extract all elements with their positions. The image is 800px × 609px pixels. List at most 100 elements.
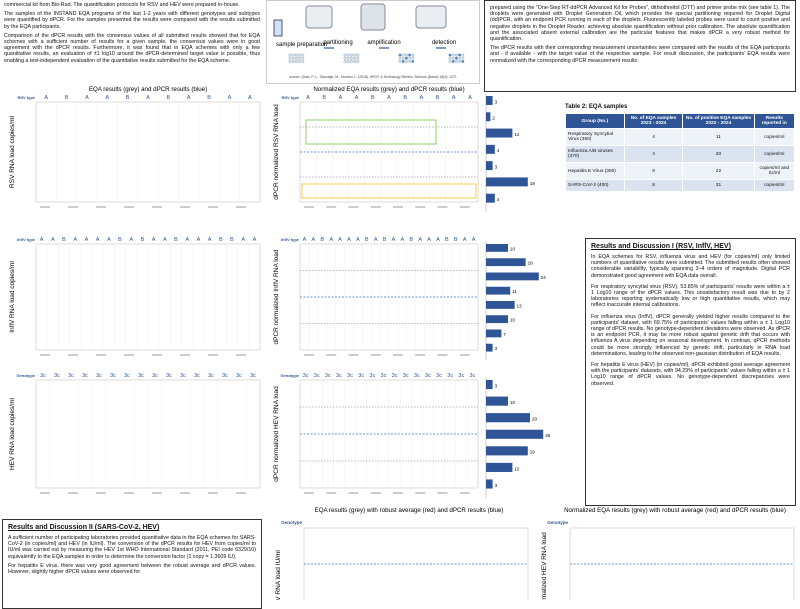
paragraph: A sufficient number of participating lab… bbox=[8, 535, 256, 560]
type-value: B bbox=[436, 95, 440, 101]
type-value: B bbox=[230, 237, 234, 243]
type-value: B bbox=[126, 95, 130, 101]
type-value: B bbox=[365, 237, 369, 243]
workflow-step: detection bbox=[432, 40, 456, 46]
header-cell: No. of positive EQA samples 2022 - 2024 bbox=[682, 113, 755, 129]
bottom-chart: Normalized EQA results (grey) with robus… bbox=[541, 507, 795, 600]
type-value: B bbox=[118, 237, 122, 243]
droplet bbox=[401, 59, 405, 63]
type-value: 3c bbox=[250, 373, 256, 379]
bar-label: 7 bbox=[503, 332, 506, 337]
type-value: A bbox=[40, 237, 44, 243]
droplet bbox=[356, 56, 360, 60]
x-axis-ticks bbox=[40, 206, 50, 208]
droplet bbox=[353, 59, 357, 63]
bar bbox=[486, 112, 491, 122]
type-value: A bbox=[146, 95, 150, 101]
chart-title: EQA results (grey) with robust average (… bbox=[315, 507, 504, 514]
type-value: A bbox=[418, 237, 422, 243]
x-axis-ticks bbox=[236, 354, 246, 356]
type-value: B bbox=[167, 95, 171, 101]
x-axis-ticks bbox=[304, 492, 314, 494]
droplet bbox=[291, 53, 295, 57]
type-value: A bbox=[187, 95, 191, 101]
bar bbox=[486, 479, 493, 489]
droplet bbox=[343, 59, 347, 63]
section-title: Results and Discussion II (SARS-CoV-2, H… bbox=[8, 524, 160, 531]
type-value: B bbox=[371, 95, 375, 101]
type-value: A bbox=[85, 237, 89, 243]
type-value: B bbox=[403, 95, 407, 101]
y-axis-label: dPCR normalized HEV RNA load bbox=[541, 532, 548, 600]
type-value: A bbox=[356, 237, 360, 243]
droplet bbox=[451, 56, 455, 60]
methods-text: prepared using the "One-Step RT-ddPCR Ad… bbox=[484, 0, 796, 92]
bar-label: 3 bbox=[495, 346, 498, 351]
x-axis-ticks bbox=[124, 354, 134, 356]
table-cell: 11 bbox=[682, 128, 755, 146]
droplet bbox=[356, 53, 360, 57]
type-label: Genotype bbox=[17, 373, 36, 378]
type-value: B bbox=[454, 237, 458, 243]
bar bbox=[486, 177, 528, 187]
droplet bbox=[298, 56, 302, 60]
type-value: A bbox=[73, 237, 77, 243]
bar-chart: 10 18 24 11 13 10 7 3 bbox=[485, 242, 547, 360]
type-value: 3c bbox=[403, 373, 409, 379]
droplet bbox=[408, 53, 412, 57]
y-axis-label: HEV RNA load copies/ml bbox=[9, 397, 16, 469]
bar-label: 4 bbox=[497, 197, 500, 202]
bar bbox=[486, 161, 493, 171]
type-value: A bbox=[468, 95, 472, 101]
droplet bbox=[408, 56, 412, 60]
type-value: A bbox=[152, 237, 156, 243]
bar bbox=[486, 343, 493, 352]
table-cell: 4 bbox=[623, 145, 684, 163]
droplet bbox=[346, 59, 350, 63]
type-value: 3c bbox=[392, 373, 398, 379]
bar bbox=[486, 244, 508, 252]
paragraph: For hepatitis E virus (HEV) (in copies/m… bbox=[591, 362, 790, 387]
droplet bbox=[288, 56, 292, 60]
x-axis-ticks bbox=[459, 206, 470, 208]
x-axis-ticks bbox=[304, 206, 314, 208]
paragraph: prepared using the "One-Step RT-ddPCR Ad… bbox=[490, 5, 790, 43]
eqa-chart: InflV RNA load copies/ml InflV type A A B A A A… bbox=[9, 237, 261, 356]
type-value: A bbox=[420, 95, 424, 101]
bar bbox=[486, 128, 513, 138]
x-axis-ticks bbox=[326, 354, 337, 356]
type-value: A bbox=[248, 95, 252, 101]
type-value: A bbox=[339, 95, 343, 101]
type-value: A bbox=[163, 237, 167, 243]
droplet bbox=[298, 53, 302, 57]
droplet bbox=[451, 53, 455, 57]
table-cell: Respiratory Syncytial Virus (350) bbox=[565, 128, 625, 146]
table-cell: 20 bbox=[682, 145, 755, 163]
type-value: 3c bbox=[166, 373, 172, 379]
type-value: A bbox=[355, 95, 359, 101]
x-axis-ticks bbox=[180, 206, 190, 208]
type-value: A bbox=[228, 95, 232, 101]
type-value: 3c bbox=[347, 373, 353, 379]
type-value: 3c bbox=[458, 373, 464, 379]
type-value: A bbox=[392, 237, 396, 243]
x-axis-ticks bbox=[236, 492, 246, 494]
bar-label: 24 bbox=[541, 275, 547, 280]
x-axis-ticks bbox=[393, 354, 403, 356]
type-label: RSV type bbox=[17, 95, 35, 100]
droplet bbox=[301, 56, 305, 60]
droplet bbox=[343, 56, 347, 60]
x-axis-ticks bbox=[40, 354, 50, 356]
paragraph: The samples of the INSTAND EQA programs … bbox=[4, 11, 260, 30]
x-axis-ticks bbox=[152, 492, 162, 494]
bar bbox=[486, 193, 495, 203]
droplet bbox=[458, 56, 462, 60]
instrument bbox=[415, 5, 447, 29]
x-axis-ticks bbox=[124, 492, 134, 494]
bar-label: 18 bbox=[528, 261, 534, 266]
x-axis-ticks bbox=[180, 354, 190, 356]
table-cell: 4 bbox=[623, 128, 684, 146]
table-cell: SARS-CoV-2 (400) bbox=[565, 179, 625, 192]
type-value: A bbox=[338, 237, 342, 243]
